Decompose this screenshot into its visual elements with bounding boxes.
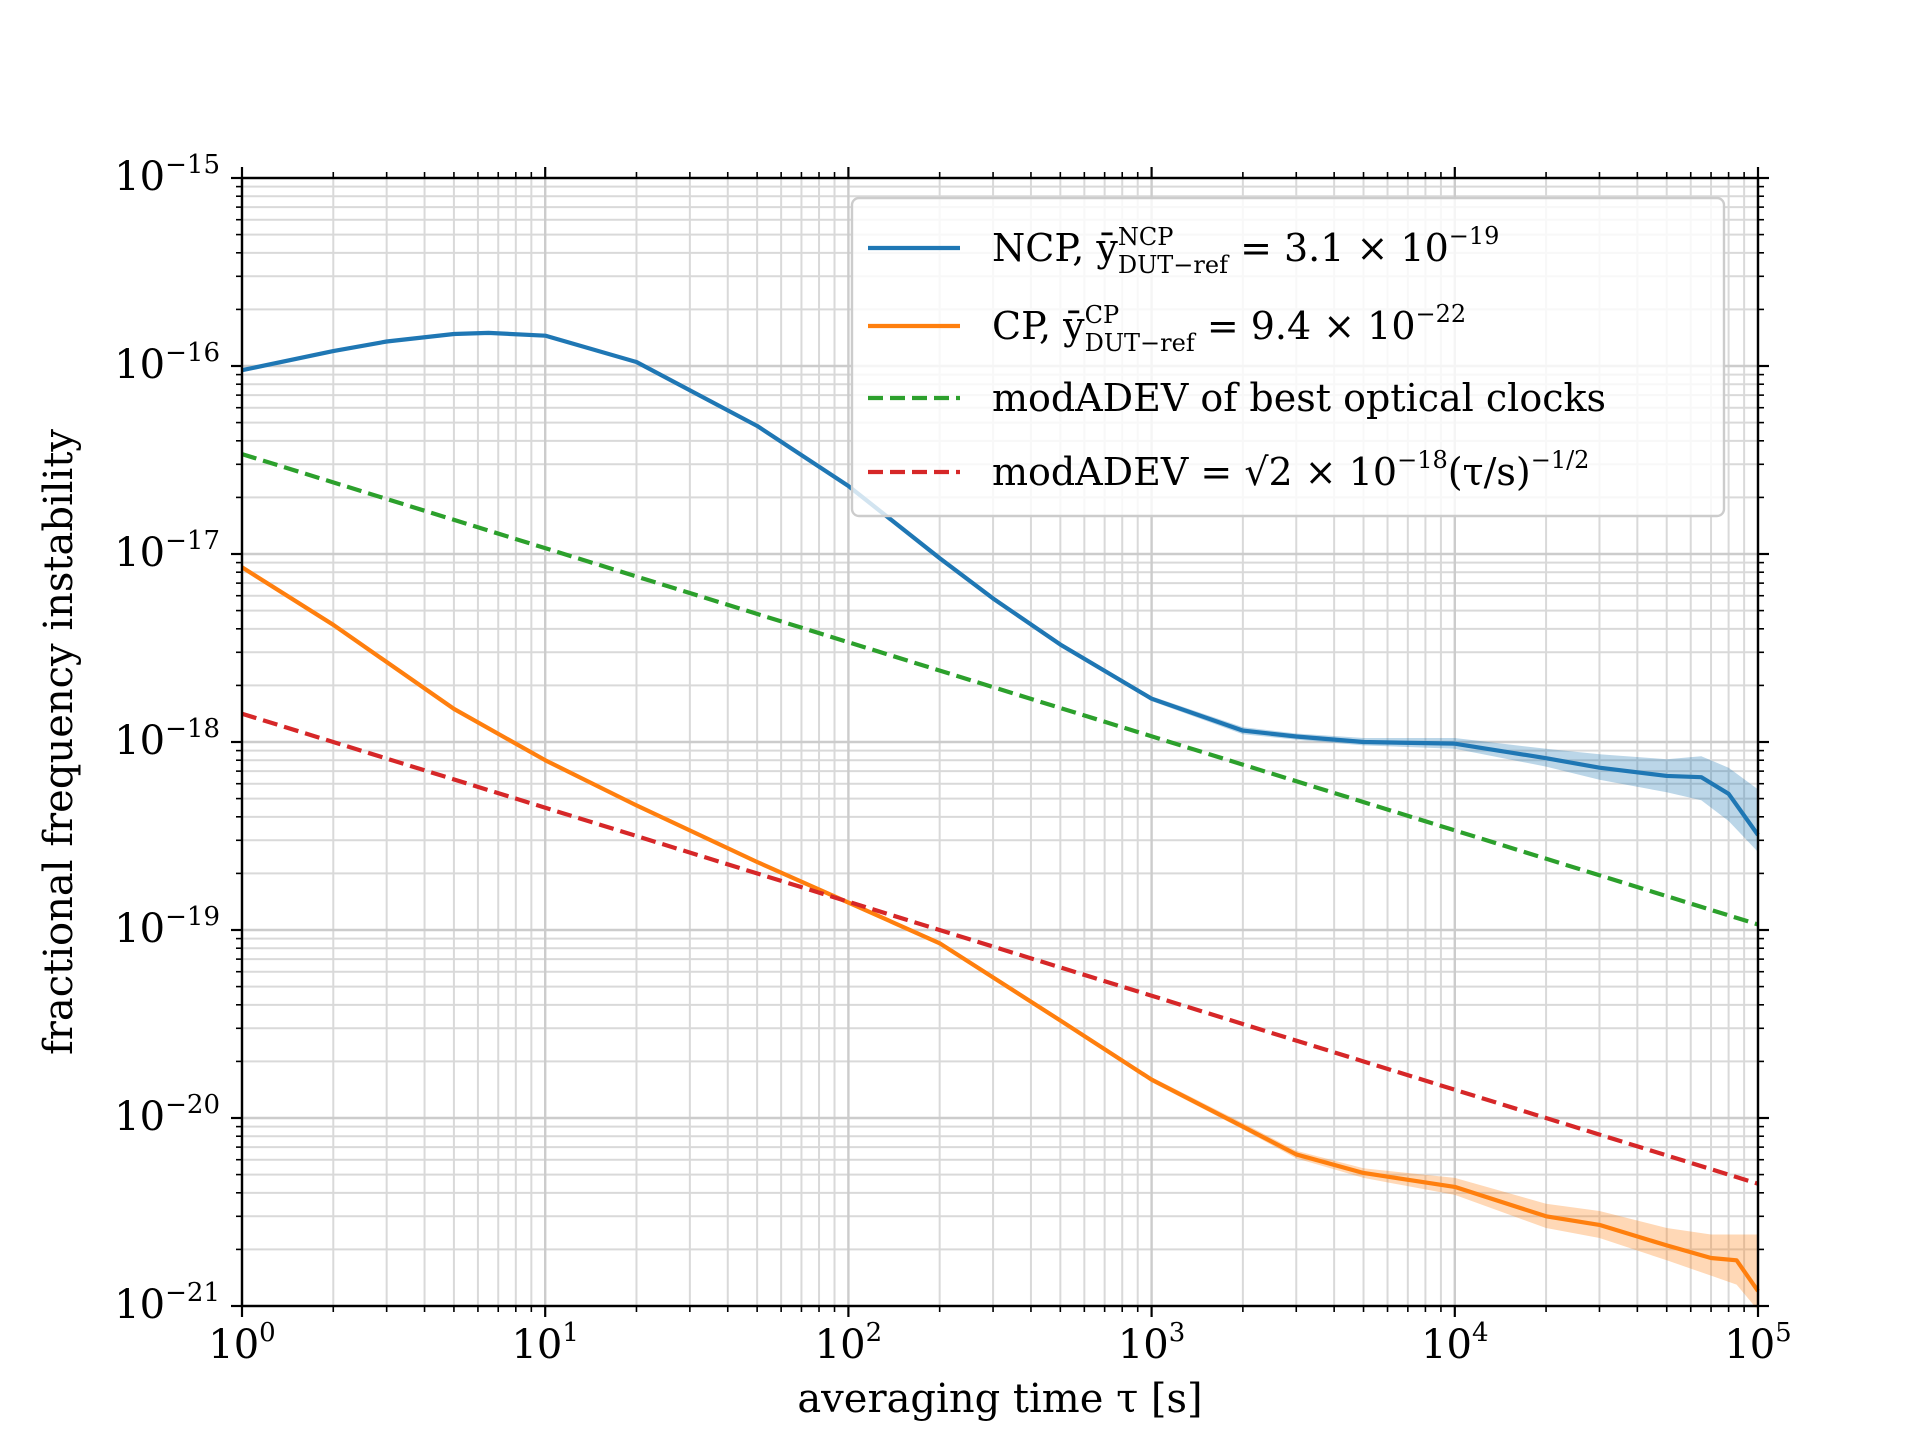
legend-label-2: CP, ȳCP DUT−ref = 9.4 × 10−22 xyxy=(992,300,1466,357)
series-line-3 xyxy=(241,452,1759,927)
y-tick-label: 10−21 xyxy=(114,1278,220,1328)
legend-label-3: modADEV of best optical clocks xyxy=(992,376,1606,420)
band-cp xyxy=(242,567,1758,1311)
axis-ticks: 100 101 102 103 104 105 10−15 10−16 10−17 10−18 10… xyxy=(114,150,1792,1368)
series-line-1 xyxy=(241,330,1760,837)
y-tick-label: 10−19 xyxy=(114,902,220,952)
series-line-2 xyxy=(240,565,1760,1293)
y-tick-label: 10−16 xyxy=(114,338,220,388)
legend: NCP, ȳNCP DUT−ref = 3.1 × 10−19 CP, ȳCP DUT… xyxy=(850,196,1726,518)
y-axis-label: fractional frequency instability xyxy=(36,429,82,1055)
uncertainty-bands xyxy=(242,332,1758,1311)
y-tick-label: 10−18 xyxy=(114,714,220,764)
x-tick-label: 100 xyxy=(208,1318,275,1368)
y-tick-label: 10−17 xyxy=(114,526,220,576)
x-tick-label: 104 xyxy=(1421,1318,1488,1368)
x-axis-label: averaging time τ [s] xyxy=(797,1376,1202,1422)
legend-box xyxy=(850,196,1726,518)
series-lines xyxy=(240,330,1760,1293)
x-tick-label: 101 xyxy=(511,1318,578,1368)
series-line-4 xyxy=(241,711,1759,1186)
y-tick-label: 10−15 xyxy=(114,150,220,200)
legend-label-4: modADEV = √2 × 10−18(τ/s)−1/2 xyxy=(992,446,1589,494)
y-tick-label: 10−20 xyxy=(114,1090,220,1140)
x-tick-label: 103 xyxy=(1118,1318,1185,1368)
x-tick-label: 105 xyxy=(1724,1318,1791,1368)
x-tick-label: 102 xyxy=(815,1318,882,1368)
legend-label-1: NCP, ȳNCP DUT−ref = 3.1 × 10−19 xyxy=(992,222,1499,279)
